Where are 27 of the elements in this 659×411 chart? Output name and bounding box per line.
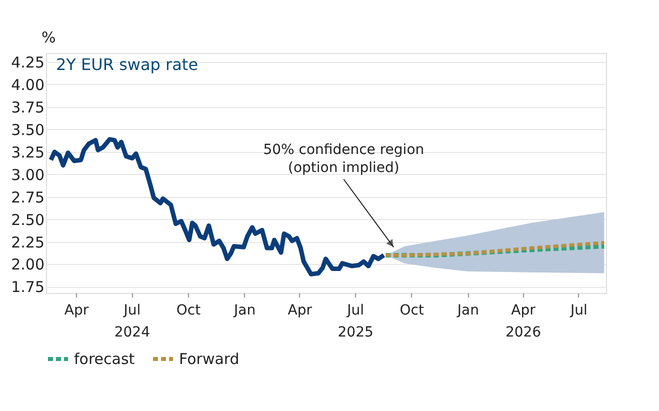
legend-label: Forward — [179, 350, 240, 368]
x-tick-label: Apr 2026 — [505, 302, 542, 340]
chart-title: 2Y EUR swap rate — [56, 55, 198, 74]
y-tick-label: 3.00 — [11, 166, 44, 184]
x-tick-label: Apr — [64, 302, 89, 318]
y-tick-label: 4.25 — [11, 53, 44, 72]
legend-label: forecast — [74, 350, 135, 368]
y-tick-label: 4.00 — [11, 76, 44, 94]
y-tick-label: 3.25 — [11, 143, 44, 162]
y-tick-label: 3.75 — [11, 98, 44, 116]
y-tick-label: 2.00 — [11, 256, 44, 274]
x-tick-label: Jul — [570, 302, 588, 318]
y-tick-label: 1.75 — [11, 278, 44, 296]
line-series — [384, 240, 606, 257]
y-tick-label: 2.50 — [11, 210, 44, 229]
y-tick-label: 2.75 — [11, 188, 44, 206]
x-tick-label: Jul 2024 — [114, 302, 150, 340]
x-tick-label: Jan — [456, 302, 479, 318]
x-tick-label: Jul 2025 — [338, 302, 374, 340]
y-axis-title: % — [42, 28, 56, 46]
y-tick-label: 2.25 — [11, 233, 44, 252]
x-tick-label: Apr — [288, 302, 312, 318]
y-tick-label: 3.50 — [11, 120, 44, 139]
x-tick-label: Oct — [176, 302, 202, 318]
x-tick-label: Oct — [400, 302, 424, 318]
x-tick-label: Jan — [233, 302, 256, 318]
annotation: 50% confidence region (option implied) — [263, 142, 424, 176]
